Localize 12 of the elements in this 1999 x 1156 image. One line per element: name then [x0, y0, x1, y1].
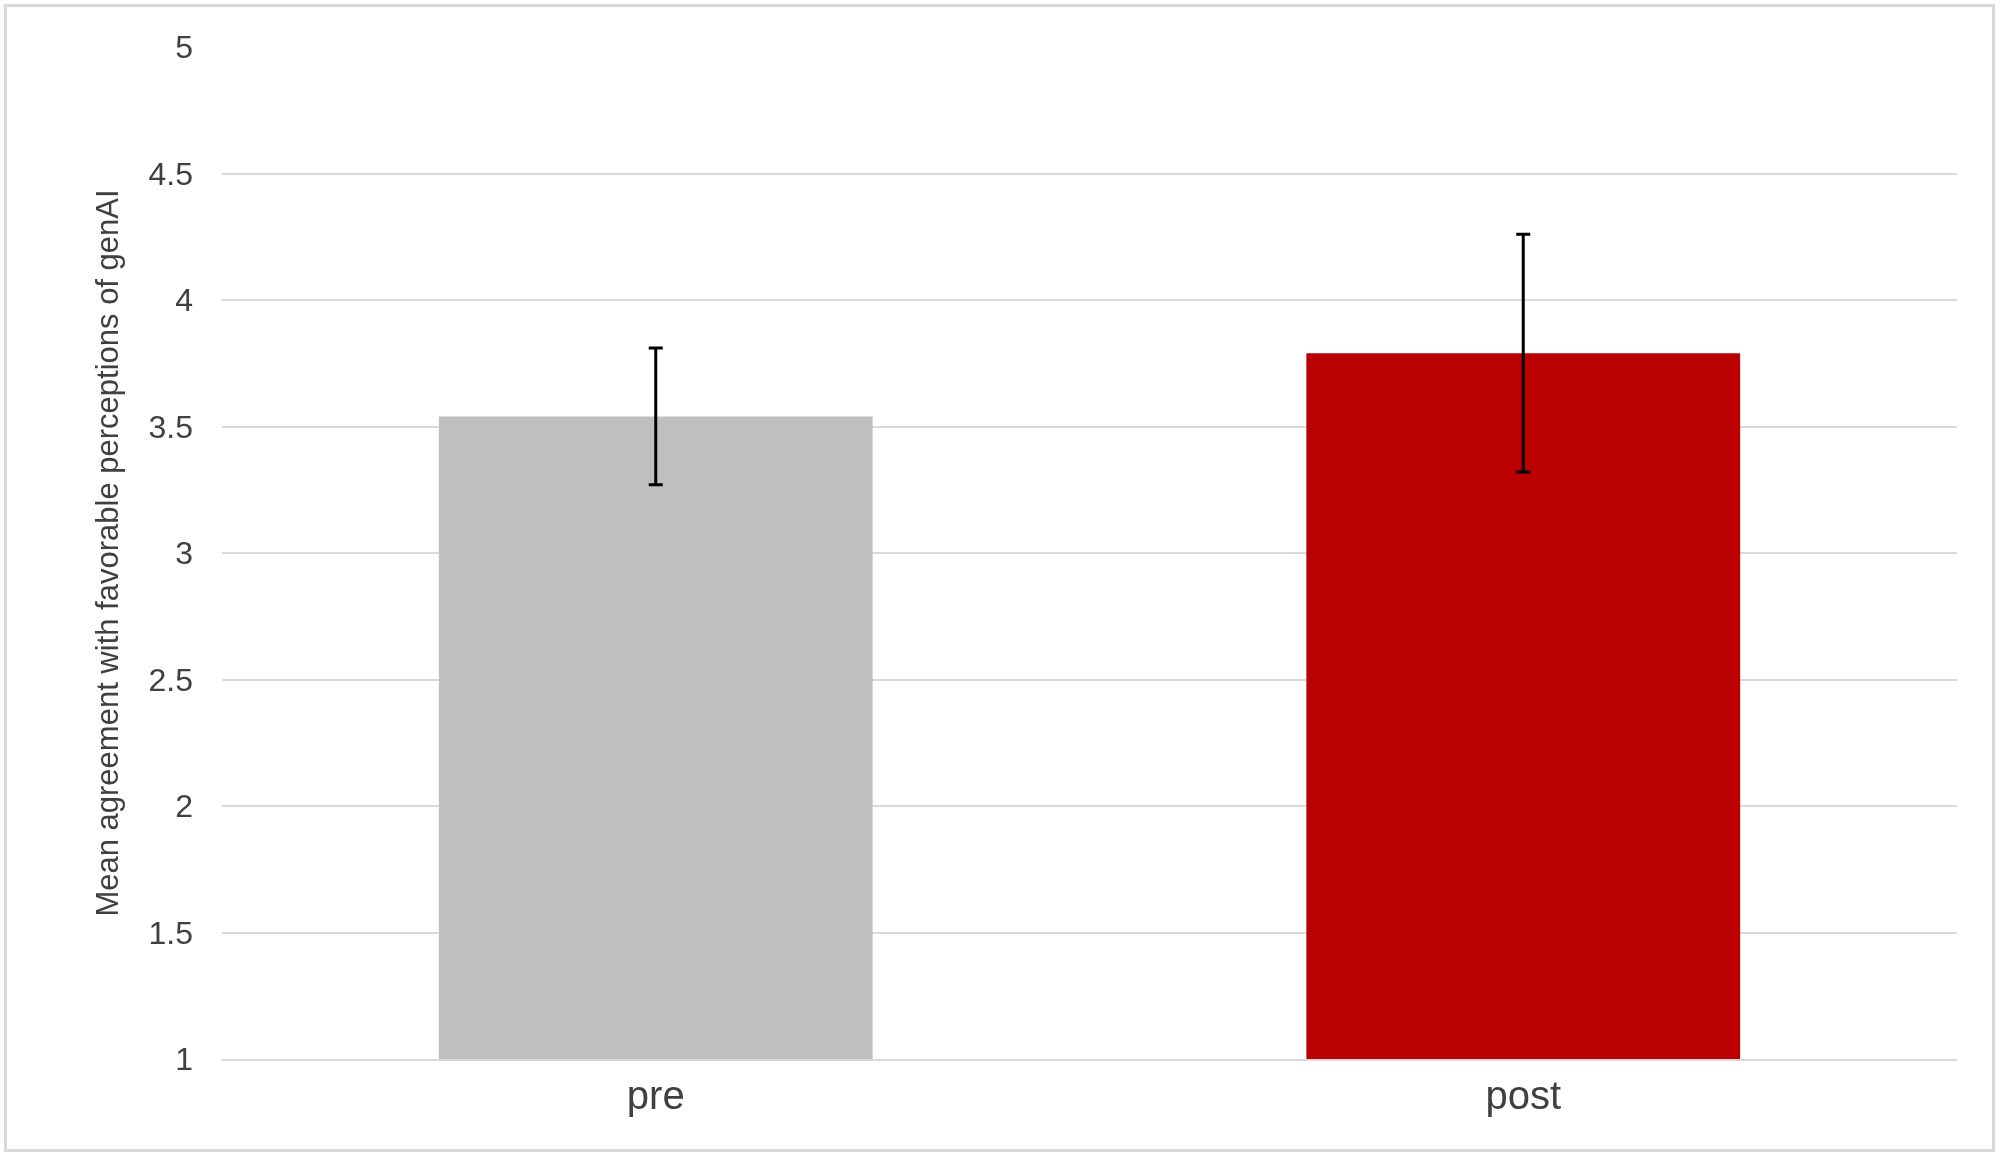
- y-tick-label: 4: [175, 282, 193, 319]
- y-tick-label: 1: [175, 1041, 193, 1078]
- y-tick-label: 1.5: [148, 914, 193, 951]
- y-tick-label: 3.5: [148, 408, 193, 445]
- y-tick-label: 5: [175, 29, 193, 66]
- y-axis-title: Mean agreement with favorable perceptions of genAI: [90, 189, 126, 917]
- y-tick-label: 2.5: [148, 661, 193, 698]
- y-tick-label: 3: [175, 535, 193, 572]
- y-tick-label: 2: [175, 788, 193, 825]
- y-tick-label: 4.5: [148, 155, 193, 192]
- x-tick-label: post: [1485, 1073, 1562, 1117]
- x-tick-label: pre: [626, 1073, 685, 1117]
